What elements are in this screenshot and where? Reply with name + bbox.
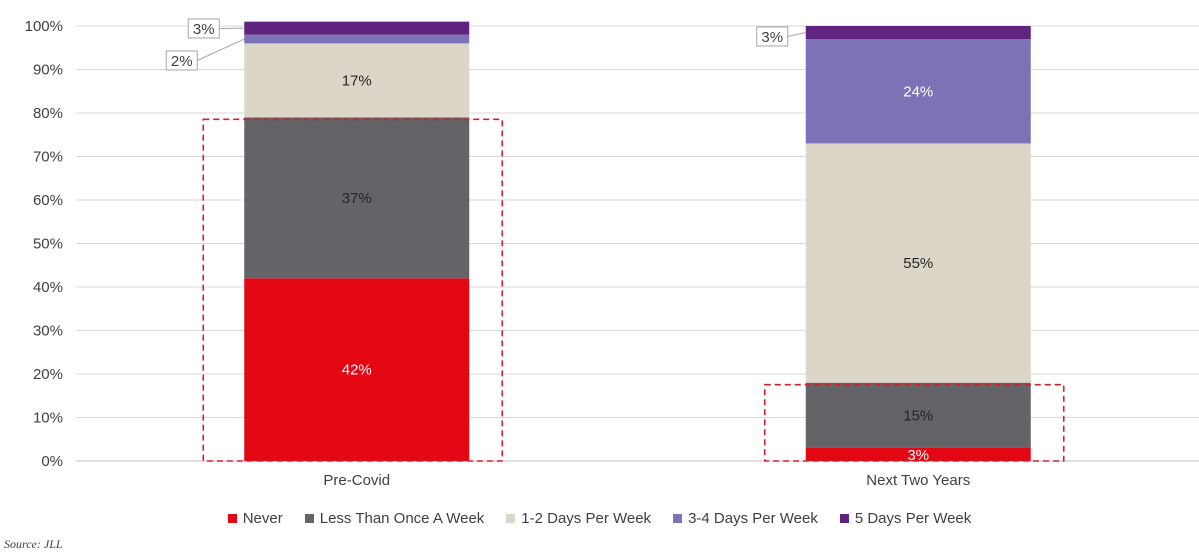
legend-label: 5 Days Per Week (854, 509, 972, 527)
callout-label: 3% (761, 29, 783, 46)
legend-label: 3-4 Days Per Week (688, 509, 818, 527)
data-label: 15% (903, 407, 933, 424)
legend-swatch (839, 513, 849, 523)
callout-label: 3% (193, 21, 215, 38)
source-note: Source: JLL (4, 537, 63, 551)
bar-segment (805, 26, 1031, 40)
y-tick-label: 0% (41, 453, 63, 470)
y-axis: 0% 10% 20% 30% 40% 50% 60% 70% 80% 90% 100% (25, 18, 63, 470)
bar-segment (244, 278, 470, 461)
y-tick-label: 40% (33, 279, 63, 296)
x-axis: Pre-Covid Next Two Years (323, 472, 970, 489)
bar-segment (244, 34, 470, 44)
legend-label: Never (242, 509, 283, 527)
data-label: 42% (342, 362, 372, 379)
y-tick-label: 10% (33, 410, 63, 427)
callout-box (756, 26, 789, 47)
legend-item: 3-4 Days Per Week (673, 510, 818, 527)
legend-item: 5 Days Per Week (839, 509, 972, 527)
bars: 42% 37% 17% 3% 15% 55% 24% (244, 21, 1031, 464)
legend-item: Less Than Once A Week (304, 509, 485, 527)
bar-segment (805, 447, 1031, 461)
y-tick-label: 30% (33, 323, 63, 340)
legend-item: Never (227, 509, 283, 527)
bar-segment (805, 382, 1031, 448)
legend-swatch (506, 513, 516, 523)
y-tick-label: 20% (33, 366, 63, 383)
legend-swatch (304, 513, 314, 523)
stacked-bar-chart: 0% 10% 20% 30% 40% 50% 60% 70% 80% 90% 100% 42% 37%… (25, 18, 1199, 489)
highlight-box (202, 118, 504, 462)
legend-swatch (227, 513, 237, 523)
bar-segment (805, 143, 1031, 383)
callout-leader (197, 38, 245, 61)
y-tick-label: 70% (33, 149, 63, 166)
highlight-boxes (202, 118, 1065, 462)
highlight-box (763, 383, 1065, 462)
data-label: 3% (907, 447, 929, 464)
bar-segment (244, 117, 470, 279)
bar-segment (244, 21, 470, 35)
legend: Never Less Than Once A Week 1-2 Days Per W… (0, 508, 1199, 528)
data-label: 55% (903, 255, 933, 272)
bar-segment (244, 43, 470, 118)
legend-item: 1-2 Days Per Week (506, 510, 651, 527)
data-label: 24% (903, 83, 933, 100)
legend-swatch (673, 513, 683, 523)
bar-segment (805, 39, 1031, 144)
legend-label: 1-2 Days Per Week (521, 509, 652, 527)
y-tick-label: 90% (33, 62, 63, 79)
callout-label: 2% (171, 53, 193, 70)
data-label: 37% (342, 190, 372, 207)
legend-label: Less Than Once A Week (319, 509, 485, 527)
data-label: 17% (342, 72, 372, 89)
y-tick-label: 80% (33, 105, 63, 122)
y-tick-label: 100% (25, 18, 63, 35)
callout-box (187, 18, 220, 39)
x-category-label: Next Two Years (866, 472, 970, 489)
y-tick-label: 50% (33, 236, 63, 253)
callout-box (165, 50, 198, 71)
x-category-label: Pre-Covid (323, 472, 390, 489)
callout-leader (787, 32, 806, 37)
callout-labels: 3%2%3% (165, 18, 806, 71)
y-tick-label: 60% (33, 192, 63, 209)
